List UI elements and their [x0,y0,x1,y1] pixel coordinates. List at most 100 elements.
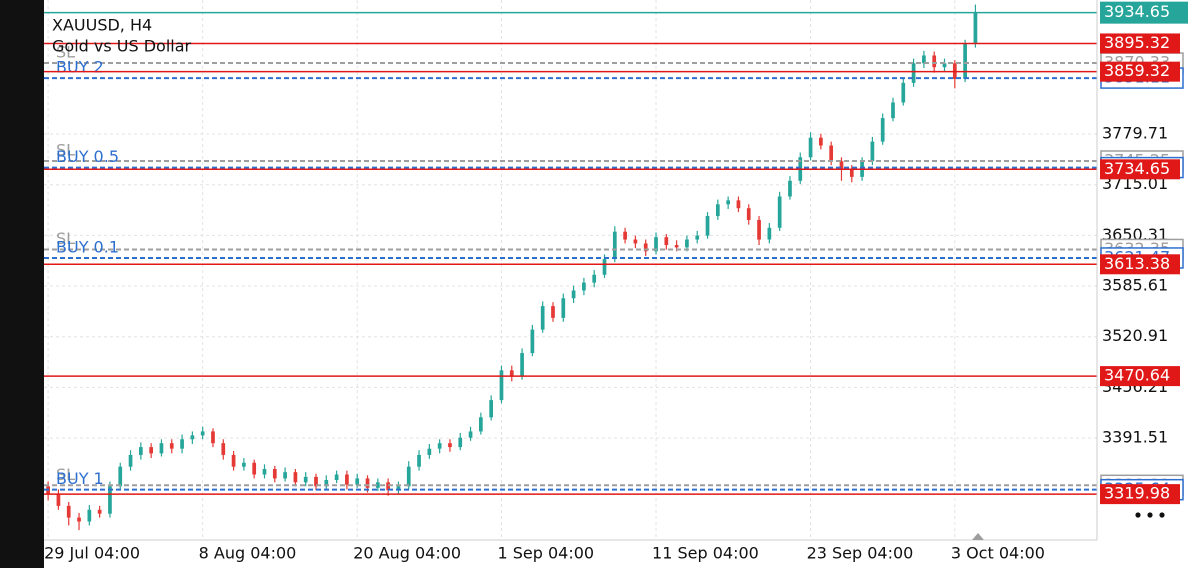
candle-body [77,517,81,522]
candle-body [56,494,61,506]
level-price-label: 3319.98 [1104,484,1170,503]
candle-body [643,243,648,252]
level-price-box [1100,33,1180,54]
candle-body [633,239,638,244]
candle-body [118,466,123,487]
candle-body [849,169,854,177]
candle-body [561,298,566,318]
candle-body [87,509,92,522]
candle-body [427,448,432,455]
order-label: BUY 0.5 [56,147,119,166]
candle-body [664,237,669,246]
candle-body [623,231,627,240]
candle-body [303,476,308,483]
order-label: BUY 2 [56,58,104,77]
y-tick-label: 3520.91 [1102,326,1168,345]
candle-body [777,196,782,228]
candle-body [736,200,741,209]
menu-dot[interactable] [1159,512,1165,518]
candle-body [715,204,720,217]
candle-body [571,290,576,299]
candle-body [97,509,102,514]
grid [44,0,1097,540]
description: Gold vs US Dollar [52,37,192,56]
candle-body [602,259,607,275]
candle-body [612,231,617,260]
candle-body [592,274,597,283]
candle-body [880,118,885,142]
level-price-label: 3895.32 [1104,33,1170,52]
candle-body [963,43,967,79]
y-tick-label: 3779.71 [1102,124,1168,143]
x-tick-label: 11 Sep 04:00 [652,544,759,563]
candle-body [211,431,215,444]
candle-body [159,443,164,454]
candle-body [911,63,916,83]
candle-body [808,137,813,158]
candle-body [932,55,937,68]
candle-body [499,370,504,401]
candle-body [66,505,71,518]
candle-body [870,141,875,162]
candle-body [365,478,370,488]
candle-body [674,245,679,248]
candle-body [839,161,844,170]
candle-body [767,227,772,240]
candle-body [283,472,287,479]
candle-body [479,417,483,432]
x-tick-label: 20 Aug 04:00 [353,544,461,563]
candle-body [582,282,586,291]
candle-body [406,466,411,487]
candle-body [726,200,730,205]
candle-body [829,145,834,162]
candle-body [705,216,710,236]
candle-body [345,474,349,485]
candle-body [489,400,494,418]
candle-body [128,454,133,467]
level-price-label: 3613.38 [1104,254,1170,273]
candle-body [530,329,535,354]
axis: 3779.713715.013650.313585.613520.913456.… [44,124,1168,563]
x-tick-label: 8 Aug 04:00 [199,544,297,563]
candle-body [417,454,421,467]
order-label: SL [56,141,75,160]
order-label: SL [56,229,75,248]
menu-dot[interactable] [1147,512,1153,518]
candle-body [324,480,329,487]
candle-body [819,137,823,146]
candle-body [108,486,112,514]
candle-body [375,482,380,488]
menu-dot[interactable] [1135,512,1141,518]
candle-body [334,474,339,480]
level-price-box [1100,159,1180,180]
candle-body [468,431,473,438]
level-price-box [1100,484,1180,505]
y-tick-label: 3585.61 [1102,276,1168,295]
candle-body [448,443,452,448]
candle-body [396,486,401,491]
candle-body [788,180,792,197]
candle-body [180,439,184,449]
level-price-box [1100,366,1180,387]
candle-body [138,447,143,455]
level-price-label: 3734.65 [1104,159,1170,178]
candle-body [922,55,926,64]
candle-body [437,443,442,449]
candle-body [252,462,257,475]
more-menu[interactable] [1135,512,1165,518]
candle-body [293,472,298,483]
x-tick-label: 1 Sep 04:00 [497,544,594,563]
candle-body [509,370,514,377]
last-price-label: 3934.65 [1104,2,1170,21]
scroll-marker [972,533,984,540]
candle-body [231,454,236,467]
levels [44,11,1097,495]
candle-body [200,431,205,436]
order-label: SL [56,43,75,62]
level-price-box [1100,254,1180,275]
candle-body [314,476,318,487]
candle-body [891,102,895,119]
candle-body [458,437,463,448]
